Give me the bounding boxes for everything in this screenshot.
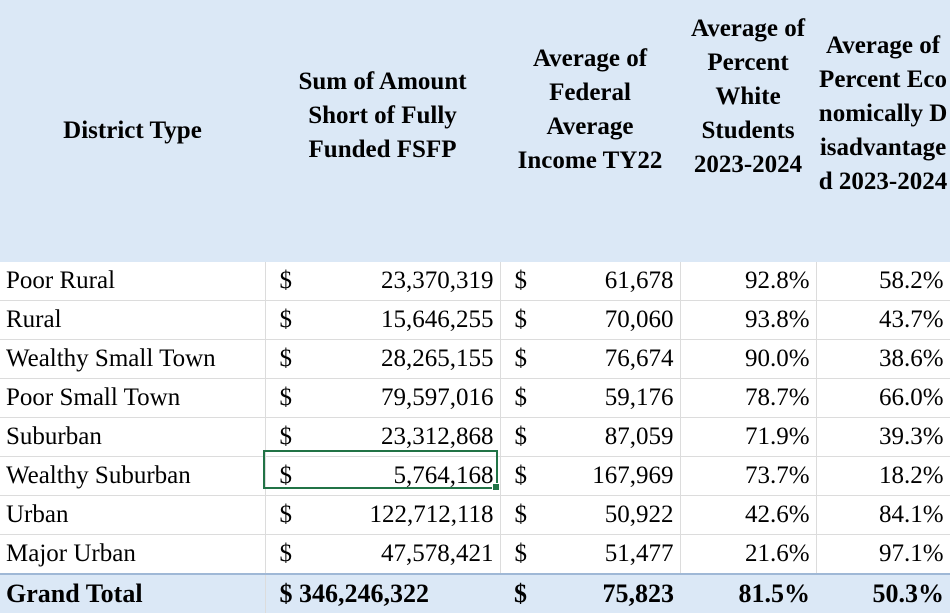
grand-total-income[interactable]: 75,823 — [542, 573, 681, 613]
row-amount[interactable]: 23,312,868 — [315, 417, 501, 457]
row-amount[interactable]: 23,370,319 — [315, 262, 501, 301]
header-district-type[interactable]: District Type — [0, 0, 265, 262]
row-white-pct[interactable]: 73.7% — [680, 456, 817, 496]
row-income[interactable]: 51,477 — [542, 534, 681, 575]
row-label[interactable]: Poor Small Town — [0, 378, 266, 418]
header-row: District Type Sum of Amount Short of Ful… — [0, 0, 950, 262]
row-label[interactable]: Wealthy Small Town — [0, 339, 266, 379]
header-avg-income-label: Average of Federal Average Income TY22 — [517, 45, 663, 174]
row-econ-pct[interactable]: 97.1% — [816, 534, 950, 575]
row-white-pct[interactable]: 42.6% — [680, 495, 817, 535]
row-amount[interactable]: 5,764,168 — [315, 456, 501, 496]
row-currency-income[interactable]: $ — [500, 300, 543, 340]
grand-total-label[interactable]: Grand Total — [0, 573, 266, 613]
row-white-pct[interactable]: 90.0% — [680, 339, 817, 379]
header-sum-amount-short-label: Sum of Amount Short of Fully Funded FSFP — [298, 68, 467, 163]
row-white-pct[interactable]: 78.7% — [680, 378, 817, 418]
table-row: Poor Small Town $79,597,016 $59,176 78.7% 66… — [0, 378, 950, 418]
row-income[interactable]: 76,674 — [542, 339, 681, 379]
row-income[interactable]: 70,060 — [542, 300, 681, 340]
table-row: Urban $122,712,118 $50,922 42.6% 84.1% — [0, 495, 950, 535]
row-amount[interactable]: 122,712,118 — [315, 495, 501, 535]
row-label[interactable]: Major Urban — [0, 534, 266, 575]
row-currency-income[interactable]: $ — [500, 262, 543, 301]
row-econ-pct[interactable]: 18.2% — [816, 456, 950, 496]
row-currency-income[interactable]: $ — [500, 417, 543, 457]
row-currency-amount[interactable]: $ — [265, 495, 315, 535]
row-income[interactable]: 167,969 — [542, 456, 681, 496]
grand-total-amount[interactable]: $ 346,246,322 — [265, 573, 501, 613]
row-currency-income[interactable]: $ — [500, 456, 543, 496]
row-econ-pct[interactable]: 38.6% — [816, 339, 950, 379]
table-row: Major Urban $47,578,421 $51,477 21.6% 97.1% — [0, 534, 950, 575]
table-row: Wealthy Small Town $28,265,155 $76,674 90.0… — [0, 339, 950, 379]
table-row: Wealthy Suburban $5,764,168 $167,969 73.7% 1… — [0, 456, 950, 496]
row-white-pct[interactable]: 71.9% — [680, 417, 817, 457]
row-currency-amount[interactable]: $ — [265, 300, 315, 340]
row-currency-amount[interactable]: $ — [265, 534, 315, 575]
row-income[interactable]: 87,059 — [542, 417, 681, 457]
row-label[interactable]: Suburban — [0, 417, 266, 457]
row-amount[interactable]: 79,597,016 — [315, 378, 501, 418]
row-label[interactable]: Wealthy Suburban — [0, 456, 266, 496]
row-currency-income[interactable]: $ — [500, 534, 543, 575]
row-currency-income[interactable]: $ — [500, 339, 543, 379]
table-row: Rural $15,646,255 $70,060 93.8% 43.7% — [0, 300, 950, 340]
grand-total-white[interactable]: 81.5% — [680, 573, 817, 613]
row-econ-pct[interactable]: 39.3% — [816, 417, 950, 457]
row-econ-pct[interactable]: 84.1% — [816, 495, 950, 535]
row-income[interactable]: 59,176 — [542, 378, 681, 418]
row-econ-pct[interactable]: 43.7% — [816, 300, 950, 340]
header-avg-income[interactable]: Average of Federal Average Income TY22 — [500, 0, 681, 262]
header-sum-amount-short[interactable]: Sum of Amount Short of Fully Funded FSFP — [265, 0, 501, 262]
row-income[interactable]: 50,922 — [542, 495, 681, 535]
row-currency-amount[interactable]: $ — [265, 339, 315, 379]
table-row: Poor Rural $23,370,319 $61,678 92.8% 58.2% — [0, 262, 950, 301]
header-avg-white[interactable]: Average of Percent White Students 2023-2… — [680, 0, 817, 262]
row-currency-amount[interactable]: $ — [265, 262, 315, 301]
header-avg-white-label: Average of Percent White Students 2023-2… — [691, 15, 806, 178]
row-currency-amount[interactable]: $ — [265, 417, 315, 457]
table-row: Suburban $23,312,868 $87,059 71.9% 39.3% — [0, 417, 950, 457]
row-label[interactable]: Poor Rural — [0, 262, 266, 301]
row-white-pct[interactable]: 21.6% — [680, 534, 817, 575]
row-label[interactable]: Rural — [0, 300, 266, 340]
row-currency-amount[interactable]: $ — [265, 378, 315, 418]
row-income[interactable]: 61,678 — [542, 262, 681, 301]
grand-total-econ[interactable]: 50.3% — [816, 573, 950, 613]
row-white-pct[interactable]: 93.8% — [680, 300, 817, 340]
row-white-pct[interactable]: 92.8% — [680, 262, 817, 301]
header-avg-econ-label: Average of Percent Economically Disadvan… — [818, 32, 948, 195]
row-currency-amount[interactable]: $ — [265, 456, 315, 496]
row-amount[interactable]: 28,265,155 — [315, 339, 501, 379]
header-avg-econ[interactable]: Average of Percent Economically Disadvan… — [816, 0, 950, 262]
table-body: Poor Rural $23,370,319 $61,678 92.8% 58.2% Ru… — [0, 262, 950, 575]
row-amount[interactable]: 15,646,255 — [315, 300, 501, 340]
row-label[interactable]: Urban — [0, 495, 266, 535]
row-amount[interactable]: 47,578,421 — [315, 534, 501, 575]
row-currency-income[interactable]: $ — [500, 378, 543, 418]
row-econ-pct[interactable]: 58.2% — [816, 262, 950, 301]
grand-total-row: Grand Total $ 346,246,322 $ 75,823 81.5%… — [0, 573, 950, 613]
row-currency-income[interactable]: $ — [500, 495, 543, 535]
grand-total-currency-income[interactable]: $ — [500, 573, 543, 613]
row-econ-pct[interactable]: 66.0% — [816, 378, 950, 418]
header-district-type-label: District Type — [63, 117, 202, 144]
